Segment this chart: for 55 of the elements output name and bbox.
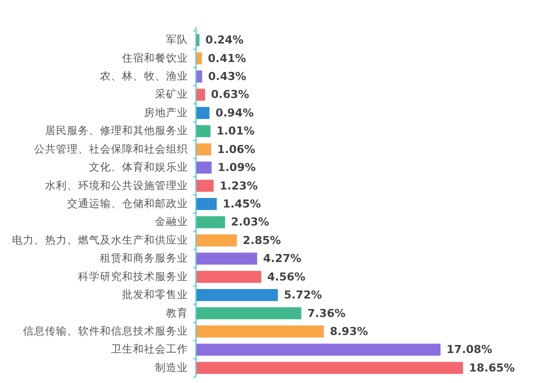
data-label: 2.03%: [231, 216, 270, 229]
y-tick-label: 科学研究和技术服务业: [78, 270, 188, 283]
bar: [196, 198, 217, 210]
y-tick-label: 文化、体育和娱乐业: [89, 160, 188, 174]
bar: [196, 52, 202, 64]
data-label: 1.06%: [217, 142, 256, 156]
data-label: 18.65%: [469, 361, 515, 374]
bar: [196, 307, 302, 320]
bar: [196, 216, 226, 228]
bar: [196, 125, 210, 138]
data-label: 0.43%: [208, 70, 246, 84]
data-label: 1.01%: [216, 124, 255, 138]
data-label: 1.45%: [222, 198, 261, 210]
data-label: 4.56%: [267, 270, 306, 284]
y-tick-label: 军队: [166, 34, 188, 46]
data-label: 1.23%: [220, 179, 258, 192]
data-label: 0.94%: [215, 106, 254, 120]
data-label: 7.36%: [307, 306, 346, 320]
bar: [196, 252, 258, 265]
bar: [196, 325, 324, 338]
data-label: 0.63%: [211, 88, 250, 102]
y-tick-label: 电力、热力、燃气及水生产和供应业: [12, 233, 188, 246]
bar: [196, 180, 214, 192]
data-label: 8.93%: [330, 324, 368, 338]
data-label: 4.27%: [263, 252, 302, 266]
y-tick-label: 居民服务、修理和其他服务业: [45, 124, 188, 138]
y-tick-label: 金融业: [155, 215, 188, 228]
bar: [196, 270, 262, 283]
y-tick-label: 租赁和商务服务业: [100, 252, 188, 265]
bar: [196, 143, 212, 156]
bar: [196, 106, 210, 119]
data-label: 1.09%: [218, 161, 256, 174]
y-tick-label: 房地产业: [144, 106, 188, 119]
y-tick-label: 制造业: [155, 360, 188, 374]
data-label: 0.41%: [208, 52, 246, 65]
y-tick-label: 交通运输、仓储和邮政业: [67, 197, 188, 210]
y-tick-label: 水利、环境和公共设施管理业: [45, 178, 188, 192]
y-tick-label: 卫生和社会工作: [111, 342, 188, 356]
data-label: 0.24%: [205, 34, 244, 47]
y-tick-label: 住宿和餐饮业: [122, 51, 188, 64]
data-label: 5.72%: [284, 288, 322, 302]
bar: [196, 88, 206, 101]
y-tick-label: 农、林、牧、渔业: [100, 70, 188, 83]
y-tick-label: 采矿业: [155, 88, 188, 101]
y-tick-label: 公共管理、社会保障和社会组织: [34, 142, 188, 156]
y-tick-label: 信息传输、软件和信息技术服务业: [23, 324, 188, 338]
bar: [196, 234, 237, 246]
bar: [196, 162, 212, 174]
bar: [196, 362, 463, 374]
y-tick-label: 教育: [166, 306, 188, 320]
y-tick-label: 批发和零售业: [122, 288, 188, 302]
data-label: 2.85%: [242, 234, 281, 247]
bar: [196, 289, 278, 302]
bar: [196, 344, 441, 356]
data-label: 17.08%: [446, 343, 492, 356]
